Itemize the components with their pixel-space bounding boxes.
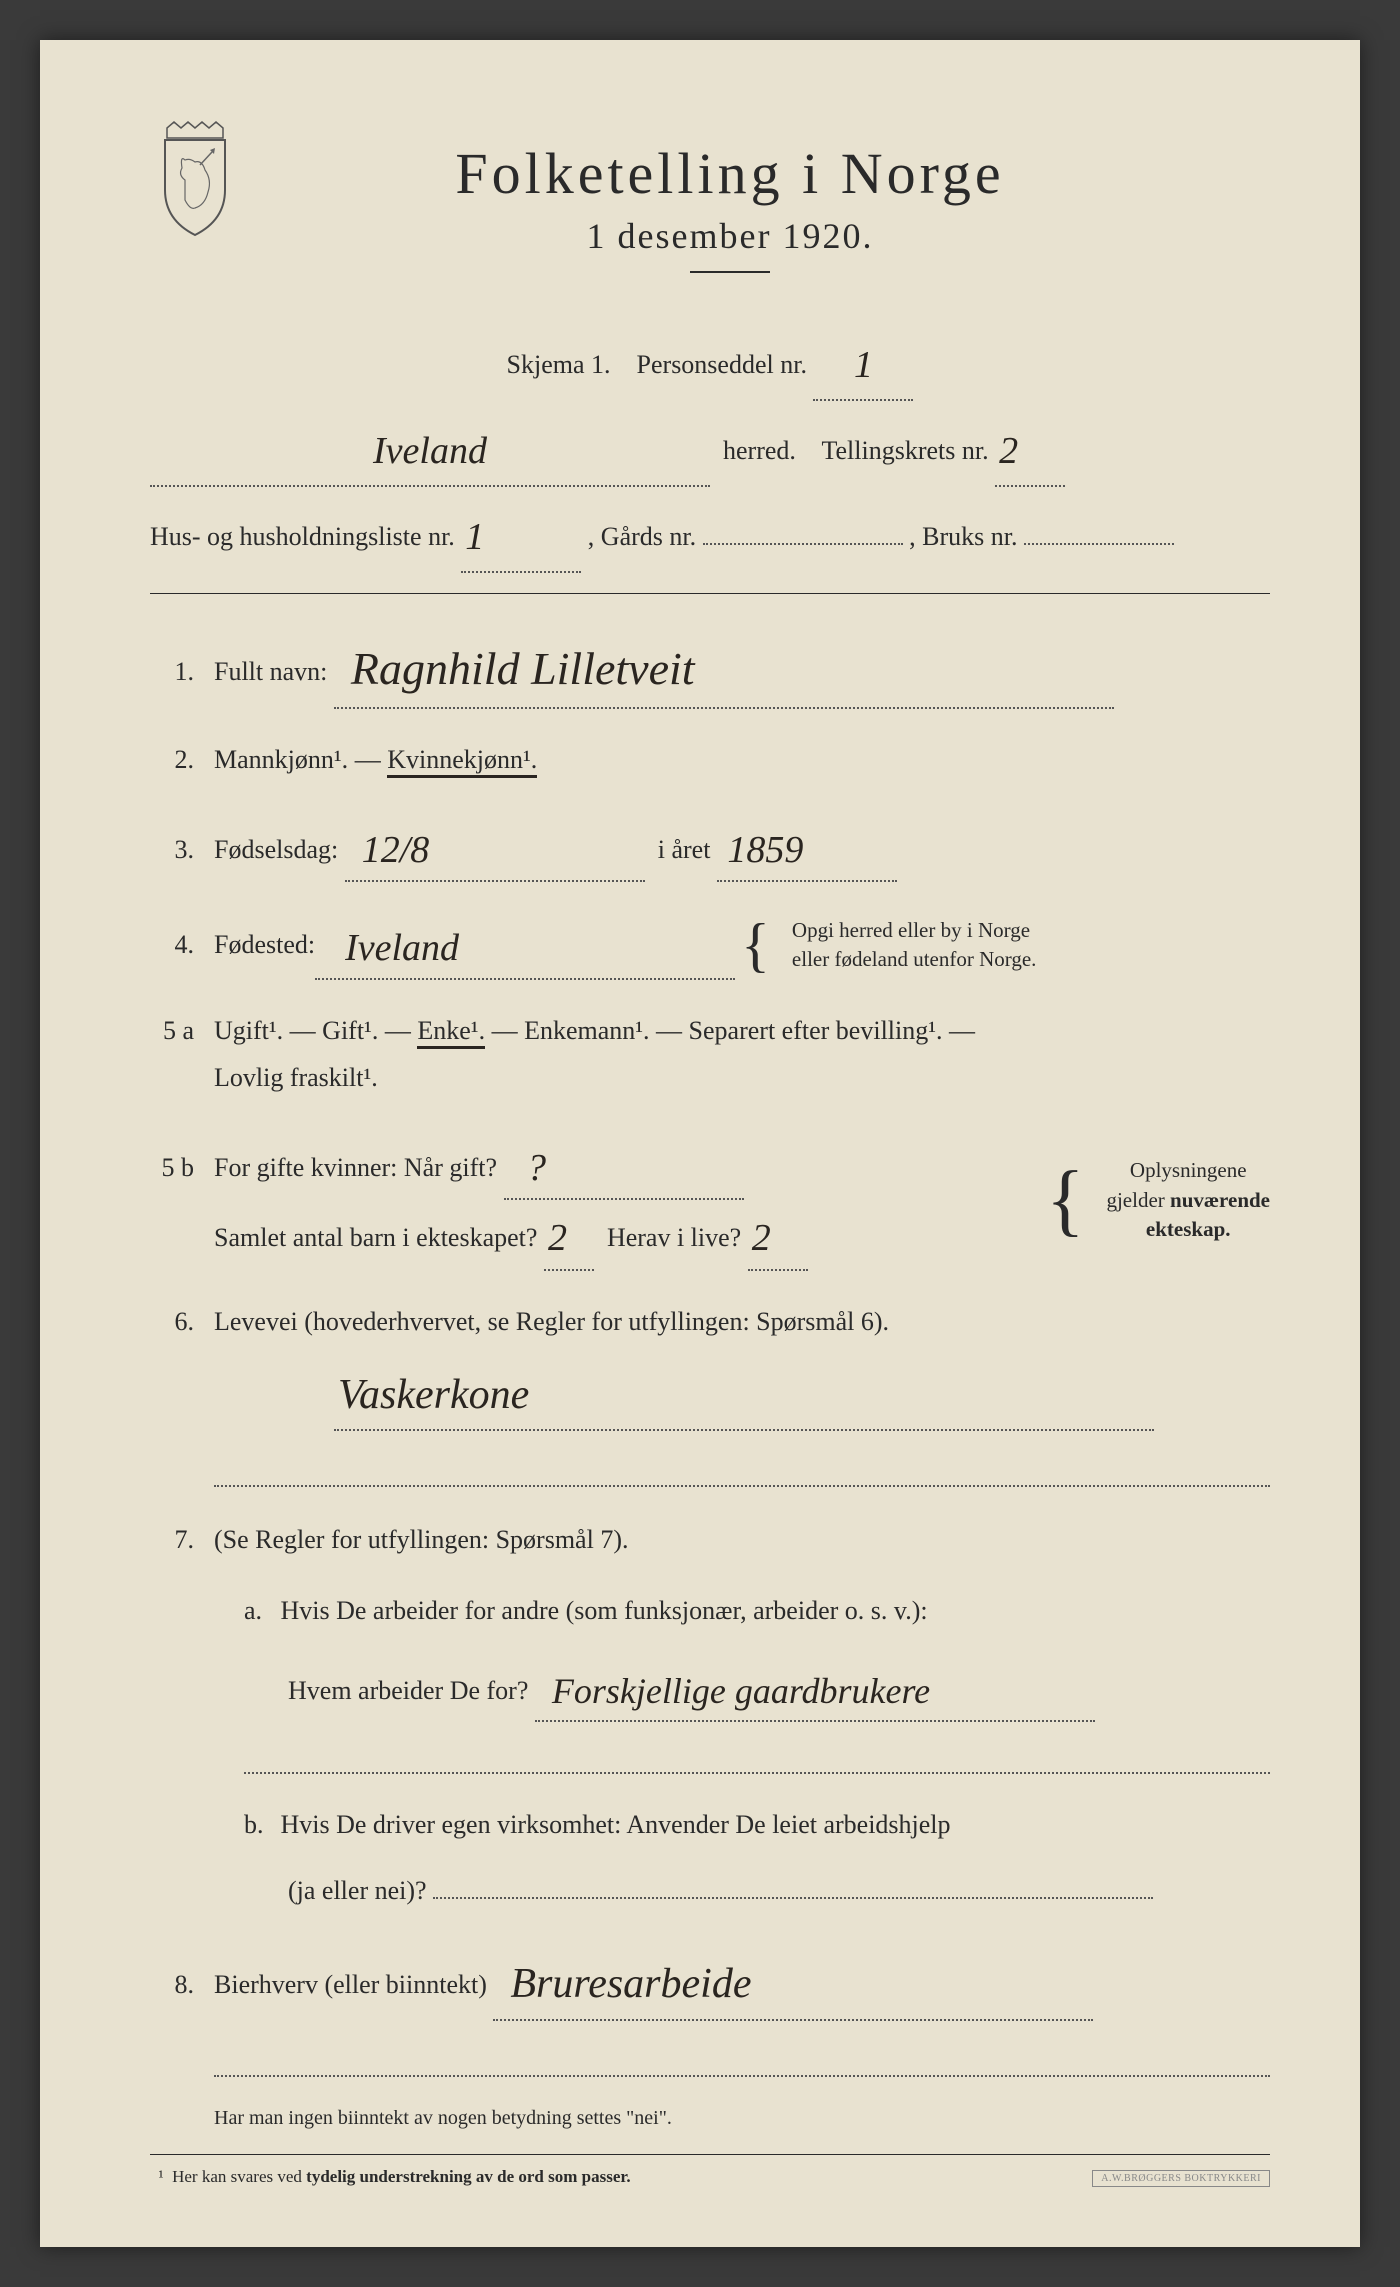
meta-block: Skjema 1. Personseddel nr. 1 Iveland her… — [150, 323, 1270, 573]
title-block: Folketelling i Norge 1 desember 1920. — [280, 140, 1270, 303]
q1: 1. Fullt navn: Ragnhild Lilletveit — [150, 624, 1270, 709]
q6: 6. Levevei (hovederhvervet, se Regler fo… — [150, 1299, 1270, 1431]
q3-year-field: 1859 — [717, 812, 897, 882]
q2-sep: — — [355, 745, 388, 774]
q8-value-field: Bruresarbeide — [493, 1943, 1093, 2021]
q2-opt2-selected: Kvinnekjønn¹. — [387, 745, 537, 778]
q4-value-field: Iveland — [315, 910, 735, 980]
census-form: Folketelling i Norge 1 desember 1920. Sk… — [40, 40, 1360, 2247]
q8-num: 8. — [150, 1962, 194, 2009]
q3-year-label: i året — [658, 835, 711, 864]
q7: 7. (Se Regler for utfyllingen: Spørsmål … — [150, 1517, 1270, 1915]
q7-label: (Se Regler for utfyllingen: Spørsmål 7). — [214, 1525, 628, 1554]
q5b-barn-field: 2 — [544, 1200, 594, 1270]
q8: 8. Bierhverv (eller biinntekt) Bruresarb… — [150, 1943, 1270, 2021]
q5b-label3: Herav i live? — [607, 1223, 741, 1252]
q6-value-field: Vaskerkone — [334, 1354, 1154, 1432]
q5b: 5 b For gifte kvinner: Når gift? ? Samle… — [150, 1130, 1270, 1271]
q3-day: 12/8 — [362, 829, 430, 871]
q5a-selected: Enke¹. — [417, 1016, 485, 1049]
q8-label: Bierhverv (eller biinntekt) — [214, 1970, 487, 1999]
q7b-line2: (ja eller nei)? — [288, 1876, 427, 1905]
q3-num: 3. — [150, 827, 194, 874]
title-rule — [690, 271, 770, 273]
q5b-num: 5 b — [150, 1145, 194, 1192]
gards-nr — [703, 543, 903, 545]
q7b-value-field — [433, 1897, 1153, 1899]
q7-num: 7. — [150, 1517, 194, 1564]
personseddel-label: Personseddel nr. — [637, 350, 807, 379]
q7b-line1: Hvis De driver egen virksomhet: Anvender… — [281, 1810, 951, 1839]
hus-nr: 1 — [461, 495, 581, 573]
herred-name: Iveland — [150, 409, 710, 487]
q5a-rest: — Enkemann¹. — Separert efter bevilling¹… — [492, 1016, 975, 1045]
q6-label: Levevei (hovederhvervet, se Regler for u… — [214, 1307, 889, 1336]
hus-line: Hus- og husholdningsliste nr. 1 , Gårds … — [150, 495, 1270, 573]
date-subtitle: 1 desember 1920. — [280, 215, 1180, 257]
q5b-gift-field: ? — [504, 1130, 744, 1200]
personseddel-nr: 1 — [813, 323, 913, 401]
tellingskrets-label: Tellingskrets nr. — [821, 436, 988, 465]
q7a-line1: Hvis De arbeider for andre (som funksjon… — [281, 1596, 928, 1625]
q1-num: 1. — [150, 649, 194, 696]
q5b-side-note: Oplysningene gjelder nuværende ekteskap. — [1106, 1156, 1270, 1244]
section-rule-1 — [150, 593, 1270, 594]
q5b-live-field: 2 — [748, 1200, 808, 1270]
q4-side-note: Opgi herred eller by i Norge eller fødel… — [792, 916, 1037, 975]
hus-label: Hus- og husholdningsliste nr. — [150, 522, 455, 551]
q6-value: Vaskerkone — [338, 1372, 529, 1418]
q5a-line2: Lovlig fraskilt¹. — [214, 1063, 378, 1092]
q2-num: 2. — [150, 737, 194, 784]
brace-icon: { — [1046, 1168, 1084, 1232]
tellingskrets-nr: 2 — [995, 409, 1065, 487]
q1-value: Ragnhild Lilletveit — [351, 643, 695, 694]
q1-value-field: Ragnhild Lilletveit — [334, 624, 1114, 709]
q7a-value: Forskjellige gaardbrukere — [552, 1671, 930, 1711]
q7a-value-field: Forskjellige gaardbrukere — [535, 1655, 1095, 1722]
q5b-label2: Samlet antal barn i ekteskapet? — [214, 1223, 537, 1252]
herred-label: herred. — [723, 436, 796, 465]
q7b-letter: b. — [244, 1802, 274, 1849]
blank-line — [214, 1459, 1270, 1487]
q5b-label1: For gifte kvinner: Når gift? — [214, 1153, 497, 1182]
gards-label: , Gårds nr. — [588, 522, 696, 551]
q5a-num: 5 a — [150, 1008, 194, 1055]
bruks-label: , Bruks nr. — [909, 522, 1017, 551]
schema-line: Skjema 1. Personseddel nr. 1 — [150, 323, 1270, 401]
q8-value: Bruresarbeide — [510, 1961, 751, 2007]
q3: 3. Fødselsdag: 12/8 i året 1859 — [150, 812, 1270, 882]
main-title: Folketelling i Norge — [280, 140, 1180, 207]
q5a-opts: Ugift¹. — Gift¹. — — [214, 1016, 417, 1045]
q7a-line2: Hvem arbeider De for? — [288, 1676, 528, 1705]
herred-line: Iveland herred. Tellingskrets nr. 2 — [150, 409, 1270, 487]
blank-line — [214, 2049, 1270, 2077]
q4: 4. Fødested: Iveland { Opgi herred eller… — [150, 910, 1270, 980]
q4-label: Fødested: — [214, 922, 315, 969]
schema-label: Skjema 1. — [507, 350, 611, 379]
q3-day-field: 12/8 — [345, 812, 645, 882]
blank-line — [244, 1746, 1270, 1774]
q2-opt1: Mannkjønn¹. — [214, 745, 348, 774]
printer-mark: A.W.BRØGGERS BOKTRYKKERI — [1092, 2170, 1270, 2187]
coat-of-arms-icon — [150, 120, 240, 240]
footnote-rule — [150, 2154, 1270, 2155]
brace-icon: { — [741, 921, 770, 969]
q2: 2. Mannkjønn¹. — Kvinnekjønn¹. — [150, 737, 1270, 784]
q3-label: Fødselsdag: — [214, 835, 338, 864]
bruks-nr — [1024, 543, 1174, 545]
q6-num: 6. — [150, 1299, 194, 1346]
q3-year: 1859 — [727, 829, 803, 871]
header: Folketelling i Norge 1 desember 1920. — [150, 140, 1270, 303]
q4-num: 4. — [150, 922, 194, 969]
q5a: 5 a Ugift¹. — Gift¹. — Enke¹. — Enkemann… — [150, 1008, 1270, 1102]
q4-value: Iveland — [345, 927, 459, 969]
q7a-letter: a. — [244, 1588, 274, 1635]
q1-label: Fullt navn: — [214, 657, 327, 686]
footer-note: Har man ingen biinntekt av nogen betydni… — [214, 2107, 1270, 2130]
